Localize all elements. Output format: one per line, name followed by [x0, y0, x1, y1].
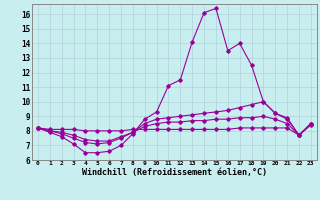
X-axis label: Windchill (Refroidissement éolien,°C): Windchill (Refroidissement éolien,°C) — [82, 168, 267, 177]
